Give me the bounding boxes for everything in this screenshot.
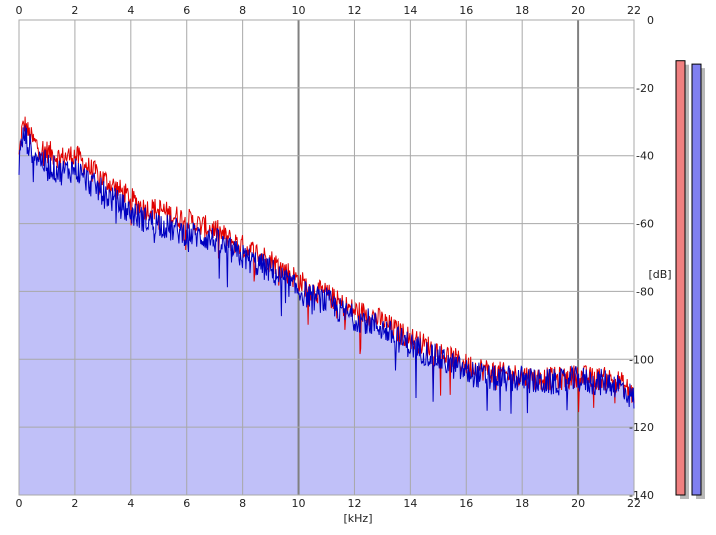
x-tick-label-top: 8 (239, 4, 246, 17)
x-tick-label-top: 16 (459, 4, 473, 17)
x-tick-label-bottom: 14 (403, 497, 417, 510)
axis-labels: 002244668810101212141416161818202022220-… (16, 4, 672, 525)
x-tick-label-top: 18 (515, 4, 529, 17)
x-tick-label-bottom: 0 (16, 497, 23, 510)
y-tick-label: -120 (629, 421, 654, 434)
x-tick-label-top: 0 (16, 4, 23, 17)
x-tick-label-top: 6 (183, 4, 190, 17)
x-tick-label-top: 12 (347, 4, 361, 17)
right-level-meter (691, 63, 702, 496)
x-axis-unit-label: [kHz] (344, 512, 373, 525)
spectrum-fill-area (19, 125, 634, 496)
left-level-meter (675, 60, 686, 496)
x-tick-label-top: 20 (571, 4, 585, 17)
x-tick-label-top: 14 (403, 4, 417, 17)
x-tick-label-bottom: 2 (71, 497, 78, 510)
x-tick-label-bottom: 10 (292, 497, 306, 510)
y-tick-label: -60 (636, 218, 654, 231)
x-tick-label-top: 10 (292, 4, 306, 17)
x-tick-label-bottom: 22 (627, 497, 641, 510)
x-tick-label-bottom: 12 (347, 497, 361, 510)
spectrum-fill (19, 125, 634, 496)
x-tick-label-bottom: 18 (515, 497, 529, 510)
plot-frame (18, 19, 635, 496)
x-tick-label-top: 22 (627, 4, 641, 17)
x-tick-label-top: 4 (127, 4, 134, 17)
right-channel-line (18, 125, 635, 414)
x-tick-label-bottom: 8 (239, 497, 246, 510)
y-tick-label: -80 (636, 285, 654, 298)
grid-lines (18, 19, 635, 496)
y-axis-unit-label: [dB] (648, 268, 671, 281)
x-tick-label-top: 2 (71, 4, 78, 17)
spectrum-series (18, 116, 635, 414)
y-tick-label: -140 (629, 489, 654, 502)
y-tick-label: -100 (629, 353, 654, 366)
x-tick-label-bottom: 4 (127, 497, 134, 510)
y-tick-label: -40 (636, 150, 654, 163)
x-tick-label-bottom: 6 (183, 497, 190, 510)
y-tick-label: -20 (636, 82, 654, 95)
y-tick-label: 0 (647, 14, 654, 27)
x-tick-label-bottom: 16 (459, 497, 473, 510)
level-meters (675, 60, 705, 499)
x-tick-label-bottom: 20 (571, 497, 585, 510)
